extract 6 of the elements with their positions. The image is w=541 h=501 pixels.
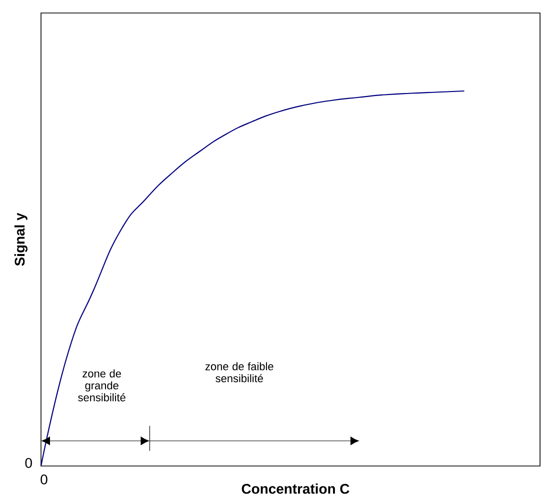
text: 0 [40, 474, 48, 484]
annotation: zone de faible sensibilité [205, 362, 274, 382]
annotation: 0 [25, 458, 32, 468]
x-axis-title: Concentration C [242, 484, 350, 494]
annotation: zone de grande sensibilité [78, 369, 126, 402]
y-axis-title: Signal y [14, 212, 28, 266]
